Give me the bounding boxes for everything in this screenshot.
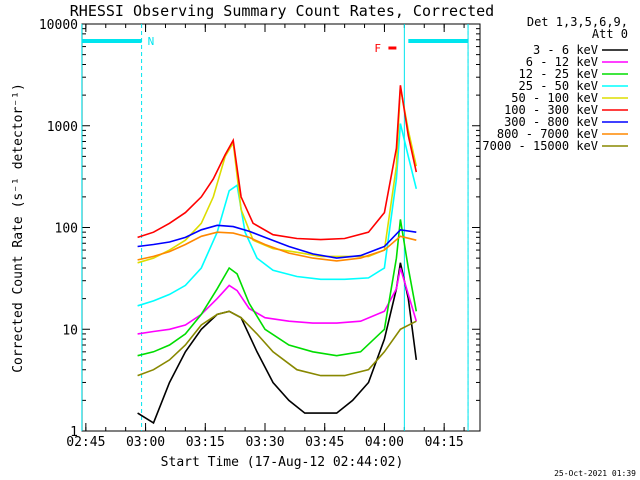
series-line <box>137 85 418 241</box>
legend-label: 100 - 300 keV <box>504 103 598 117</box>
legend-label: 50 - 100 keV <box>511 91 598 105</box>
annotations: NF <box>81 24 469 431</box>
legend-header-2: Att 0 <box>592 27 628 41</box>
x-tick-label: 02:45 <box>66 435 105 450</box>
y-tick-label: 1000 <box>47 120 78 135</box>
x-tick-label: 03:45 <box>305 435 344 450</box>
legend-label: 800 - 7000 keV <box>497 127 598 141</box>
x-tick-label: 03:00 <box>126 435 165 450</box>
x-tick-label: 03:30 <box>245 435 284 450</box>
y-tick-label: 10000 <box>39 18 78 33</box>
y-tick-label: 100 <box>55 222 78 237</box>
legend-header-1: Det 1,3,5,6,9, <box>527 15 628 29</box>
legend-label: 300 - 800 keV <box>504 115 598 129</box>
series-line <box>137 262 418 425</box>
legend-label: 3 - 6 keV <box>533 43 598 57</box>
series-line <box>137 310 417 377</box>
series-line <box>137 224 417 259</box>
legend-label: 25 - 50 keV <box>519 79 598 93</box>
series-line <box>137 231 417 262</box>
x-tick-label: 04:15 <box>425 435 464 450</box>
series-line <box>137 86 418 264</box>
legend-label: 12 - 25 keV <box>519 67 598 81</box>
series-line <box>137 267 418 335</box>
chart-title: RHESSI Observing Summary Count Rates, Co… <box>70 2 494 20</box>
x-tick-label: 04:00 <box>365 435 404 450</box>
y-tick-label: 1 <box>70 425 78 440</box>
plot-area <box>137 85 418 425</box>
y-tick-label: 10 <box>62 323 78 338</box>
legend-label: 6 - 12 keV <box>526 55 598 69</box>
flare-flag-label: F <box>374 42 381 55</box>
y-axis-label: Corrected Count Rate (s⁻¹ detector⁻¹) <box>11 83 26 373</box>
series-line <box>137 123 418 307</box>
x-axis-label: Start Time (17-Aug-12 02:44:02) <box>161 455 404 470</box>
night-flag-label: N <box>148 35 155 48</box>
series-line <box>137 219 418 357</box>
legend-label: 7000 - 15000 keV <box>482 139 598 153</box>
footer-date: 25-Oct-2021 01:39 <box>554 469 636 478</box>
axis-ticks: 02:45 03:00 03:15 03:30 03:45 04:00 04:15 1 10 10… <box>39 18 480 450</box>
x-tick-label: 03:15 <box>186 435 225 450</box>
